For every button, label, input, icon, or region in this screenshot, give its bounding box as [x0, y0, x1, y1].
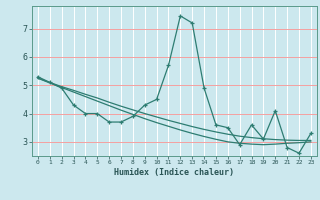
X-axis label: Humidex (Indice chaleur): Humidex (Indice chaleur) [115, 168, 234, 177]
